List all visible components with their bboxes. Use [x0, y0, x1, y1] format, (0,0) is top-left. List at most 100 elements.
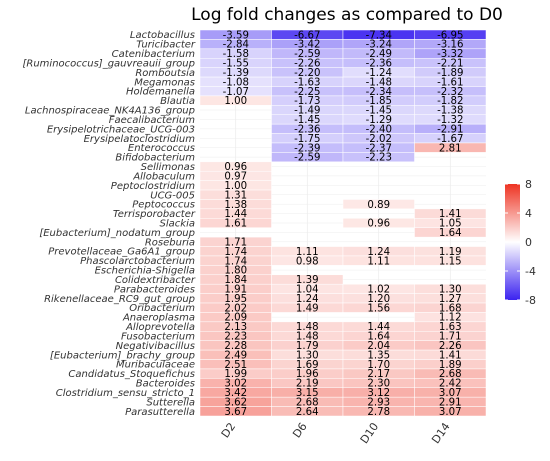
- cell-value-label: 1.61: [224, 219, 247, 230]
- heatmap-cell: [342, 199, 415, 210]
- cell-value-label: 2.91: [439, 397, 462, 408]
- row-label: Slackia: [160, 219, 195, 230]
- cell-value-label: 0.96: [367, 219, 390, 230]
- row-label: Bifidobacterium: [115, 153, 195, 164]
- row-label: Rikenellaceae_RC9_gut_group: [44, 294, 195, 305]
- cell-value-label: -2.39: [294, 143, 320, 154]
- cell-value-label: 3.67: [224, 407, 247, 418]
- heatmap-cells: -3.59 -6.67 -7.34 -6.95 -2.84 -3.42 -3.24 -3.16…: [199, 29, 487, 418]
- cell-value-label: 2.51: [224, 360, 247, 371]
- row-label: Parasutterella: [125, 407, 195, 418]
- cell-value-label: 1.64: [367, 332, 390, 343]
- color-legend: 8 4 0 -4 -8: [505, 178, 536, 307]
- cell-value-label: 2.28: [224, 341, 247, 352]
- cell-value-label: 2.30: [367, 379, 390, 390]
- cell-value-label: 1.20: [367, 294, 390, 305]
- row-label: Turicibacter: [136, 40, 196, 51]
- cell-value-label: -7.34: [366, 30, 392, 41]
- row-label: Holdemanella: [126, 87, 195, 98]
- cell-value-label: 1.19: [439, 247, 462, 258]
- cell-value-label: -1.29: [366, 115, 392, 126]
- cell-value-label: 1.91: [224, 285, 247, 296]
- cell-value-label: -2.40: [366, 124, 392, 135]
- cell-value-label: -1.67: [437, 134, 463, 145]
- cell-value-label: 0.96: [224, 162, 247, 173]
- cell-value-label: 3.02: [224, 379, 247, 390]
- cell-value-label: -1.45: [294, 115, 320, 126]
- row-label: Faecalibacterium: [109, 115, 195, 126]
- cell-value-label: -2.23: [366, 153, 392, 164]
- row-label: [Ruminococcus]_gauvreauii_group: [22, 58, 195, 69]
- cell-value-label: 1.64: [439, 228, 462, 239]
- cell-value-label: 1.44: [367, 322, 390, 333]
- row-label: Muribaculaceae: [116, 360, 195, 371]
- cell-value-label: -1.49: [294, 106, 320, 117]
- cell-value-label: -1.63: [294, 77, 320, 88]
- cell-value-label: -6.67: [294, 30, 320, 41]
- cell-value-label: 1.49: [296, 303, 319, 314]
- row-label: Allobaculum: [132, 171, 195, 182]
- row-label: Clostridium_sensu_stricto_1: [56, 388, 195, 399]
- row-label: Megamonas: [134, 77, 195, 88]
- column-labels: D2 D6 D10 D14: [219, 420, 453, 446]
- row-label: Peptoclostridium: [111, 181, 195, 192]
- row-label: Escherichia-Shigella: [95, 266, 195, 277]
- cell-value-label: -1.61: [437, 77, 463, 88]
- cell-value-label: -2.21: [437, 59, 463, 70]
- cell-value-label: -2.26: [294, 59, 320, 70]
- cell-value-label: 1.39: [296, 275, 319, 286]
- cell-value-label: 3.62: [224, 397, 247, 408]
- cell-value-label: 3.07: [439, 407, 462, 418]
- cell-value-label: -1.39: [223, 68, 249, 79]
- cell-value-label: 1.44: [224, 209, 247, 220]
- cell-value-label: -1.55: [223, 59, 249, 70]
- cell-value-label: -3.59: [223, 30, 249, 41]
- cell-value-label: -2.36: [294, 124, 320, 135]
- cell-value-label: 1.80: [224, 266, 247, 277]
- cell-value-label: -3.32: [437, 49, 463, 60]
- cell-value-label: 1.71: [439, 332, 462, 343]
- cell-value-label: -3.24: [366, 40, 392, 51]
- cell-value-label: -1.85: [366, 96, 392, 107]
- heatmap-cell: [414, 406, 487, 417]
- cell-value-label: 2.49: [224, 350, 247, 361]
- cell-value-label: 1.12: [439, 313, 462, 324]
- row-label: Blautia: [160, 96, 195, 107]
- cell-value-label: 1.27: [439, 294, 462, 305]
- cell-value-label: -2.02: [366, 134, 392, 145]
- cell-value-label: 1.02: [367, 285, 390, 296]
- cell-value-label: 1.79: [296, 341, 319, 352]
- row-label: Peptococcus: [132, 200, 195, 211]
- cell-value-label: 3.42: [224, 388, 247, 399]
- cell-value-label: 1.11: [367, 256, 390, 267]
- cell-value-label: -1.48: [366, 77, 392, 88]
- legend-color-bar: [505, 184, 520, 300]
- row-label: Oribacterium: [129, 303, 195, 314]
- row-label: Colidextribacter: [115, 275, 196, 286]
- heatmap-cell: [342, 152, 415, 163]
- cell-value-label: 2.81: [439, 143, 462, 154]
- cell-value-label: 1.89: [439, 360, 462, 371]
- cell-value-label: -1.45: [366, 106, 392, 117]
- cell-value-label: 1.74: [224, 256, 247, 267]
- cell-value-label: -1.58: [223, 49, 249, 60]
- row-label: Terrisporobacter: [113, 209, 196, 220]
- row-label: Parabacteroides: [114, 284, 195, 295]
- legend-tick-label: 8: [525, 178, 532, 191]
- cell-value-label: 1.30: [439, 285, 462, 296]
- cell-value-label: -1.08: [223, 77, 249, 88]
- cell-value-label: 1.48: [296, 322, 319, 333]
- cell-value-label: 2.19: [296, 379, 319, 390]
- cell-value-label: 3.15: [296, 388, 319, 399]
- cell-value-label: 1.96: [296, 369, 319, 380]
- cell-value-label: 1.00: [224, 181, 247, 192]
- row-labels: LactobacillusTuricibacterCatenibacterium…: [22, 30, 195, 418]
- heatmap-cell: [414, 255, 487, 266]
- cell-value-label: 1.56: [367, 303, 390, 314]
- cell-value-label: 1.69: [296, 360, 319, 371]
- cell-value-label: 3.12: [367, 388, 390, 399]
- cell-value-label: 2.23: [224, 332, 247, 343]
- cell-value-label: 1.71: [224, 237, 247, 248]
- cell-value-label: 1.84: [224, 275, 247, 286]
